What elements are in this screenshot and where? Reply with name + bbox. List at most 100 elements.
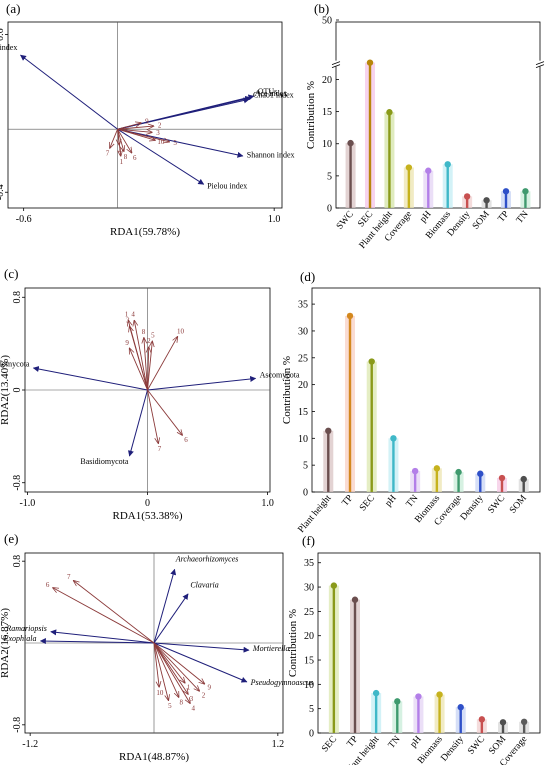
site-vector-label: 9 — [207, 684, 211, 692]
y-tick-label: 5 — [327, 171, 332, 182]
site-vector-arrow — [153, 642, 205, 684]
category-label: TN — [387, 734, 403, 750]
category-label: SOM — [471, 209, 492, 232]
env-vector-label: Ramariopsis — [5, 624, 46, 633]
env-vector-arrow — [20, 54, 118, 130]
y-axis-label: Contribution % — [305, 81, 317, 149]
plot-frame — [335, 21, 541, 209]
plot-frame — [311, 287, 541, 493]
site-vector-arrow — [117, 126, 154, 130]
y-tick-label: 5 — [309, 704, 314, 715]
x-tick-label: 1.2 — [272, 739, 285, 750]
category-label: SWC — [486, 494, 507, 516]
bar-head — [351, 596, 359, 603]
bar-head — [502, 188, 510, 195]
y-tick-label: -0.8 — [12, 475, 23, 491]
axis-break-mark — [535, 61, 545, 66]
site-vector-arrow — [117, 123, 141, 130]
site-vector-label: 7 — [158, 445, 162, 453]
y-tick-label: 50 — [322, 16, 332, 27]
y-tick-label: 30 — [304, 583, 314, 594]
bar-head — [436, 691, 443, 698]
site-vector-arrow — [129, 326, 148, 391]
site-vector-label: 5 — [173, 139, 177, 147]
y-tick-label: 15 — [322, 107, 332, 118]
site-vector-arrow — [110, 129, 119, 148]
panel-letter: (a) — [6, 1, 20, 16]
site-vector-label: 8 — [180, 699, 184, 707]
bar-head — [390, 435, 397, 442]
env-vector-arrow — [39, 638, 155, 645]
x-tick-label: -0.6 — [16, 214, 32, 225]
y-axis-label: Contribution % — [287, 609, 299, 677]
site-vector-label: 3 — [156, 129, 160, 137]
bar-head — [483, 197, 490, 204]
y-tick-label: 0.8 — [12, 291, 23, 304]
axis-break-mark — [331, 64, 341, 69]
env-vector-label: Mortierella — [252, 644, 290, 653]
y-tick-label: 0 — [12, 388, 23, 393]
bar-head — [425, 167, 432, 174]
site-vector-label: 2 — [147, 337, 151, 345]
site-vector-arrow — [53, 588, 155, 644]
y-tick-label: 15 — [304, 656, 314, 667]
axis-break-mark — [535, 64, 545, 69]
env-vector-arrow — [153, 593, 189, 644]
site-vector-label: 8 — [124, 153, 128, 161]
category-label: SEC — [358, 494, 377, 514]
bar-head — [455, 468, 462, 476]
bar-head — [411, 467, 419, 475]
env-vector-arrow — [117, 97, 250, 130]
site-vector-arrow — [147, 341, 153, 391]
site-vector-arrow — [148, 347, 149, 391]
bar-head — [415, 693, 422, 700]
site-vector-label: 10 — [157, 138, 165, 146]
y-axis-label: RDA2(13.40%) — [0, 355, 11, 425]
bar-head — [499, 719, 507, 726]
env-vector-arrow — [147, 376, 257, 391]
category-label: TN — [405, 493, 421, 509]
y-tick-label: 35 — [298, 300, 308, 311]
env-vector-label: Pielou index — [207, 182, 247, 191]
y-tick-label: 20 — [304, 631, 314, 642]
panel-letter: (f) — [302, 533, 315, 548]
y-tick-label: -0.4 — [0, 184, 6, 200]
bar-head — [386, 109, 393, 116]
env-vector-label: Simpson index — [0, 43, 17, 52]
panel-letter: (b) — [314, 1, 329, 16]
category-label: SEC — [320, 735, 339, 755]
site-vector-label: 7 — [67, 573, 71, 581]
y-tick-label: 10 — [322, 139, 332, 150]
axis-break-gap — [536, 60, 544, 67]
bar-head — [330, 582, 338, 589]
plot-frame — [7, 21, 283, 209]
x-tick-label: 0 — [145, 498, 150, 509]
site-vector-arrow — [147, 389, 159, 443]
category-label: TP — [346, 735, 361, 750]
category-label: pH — [418, 209, 433, 224]
y-tick-label: 30 — [298, 326, 308, 337]
env-vector-arrow — [153, 642, 248, 683]
y-tick-label: -0.8 — [12, 717, 23, 733]
env-vector-arrow — [153, 642, 250, 653]
x-tick-label: -1.0 — [19, 498, 35, 509]
env-vector-arrow — [50, 629, 155, 644]
site-vector-arrow — [153, 642, 199, 691]
axis-break-gap — [332, 60, 340, 67]
site-vector-label: 1 — [125, 311, 129, 319]
bar-head — [366, 59, 374, 66]
y-tick-label: 0.6 — [0, 28, 6, 41]
site-vector-arrow — [147, 389, 183, 435]
site-vector-arrow — [117, 128, 132, 153]
y-tick-label: 20 — [298, 380, 308, 391]
x-axis-label: RDA1(53.38%) — [113, 510, 183, 522]
panel-c: (c) Mortierellomycota Ascomycota Basidiomyc… — [0, 266, 300, 522]
category-label: pH — [409, 734, 424, 749]
category-label: SWC — [466, 735, 487, 757]
site-vector-label: 2 — [158, 122, 162, 130]
site-vector-label: 3 — [126, 316, 130, 324]
